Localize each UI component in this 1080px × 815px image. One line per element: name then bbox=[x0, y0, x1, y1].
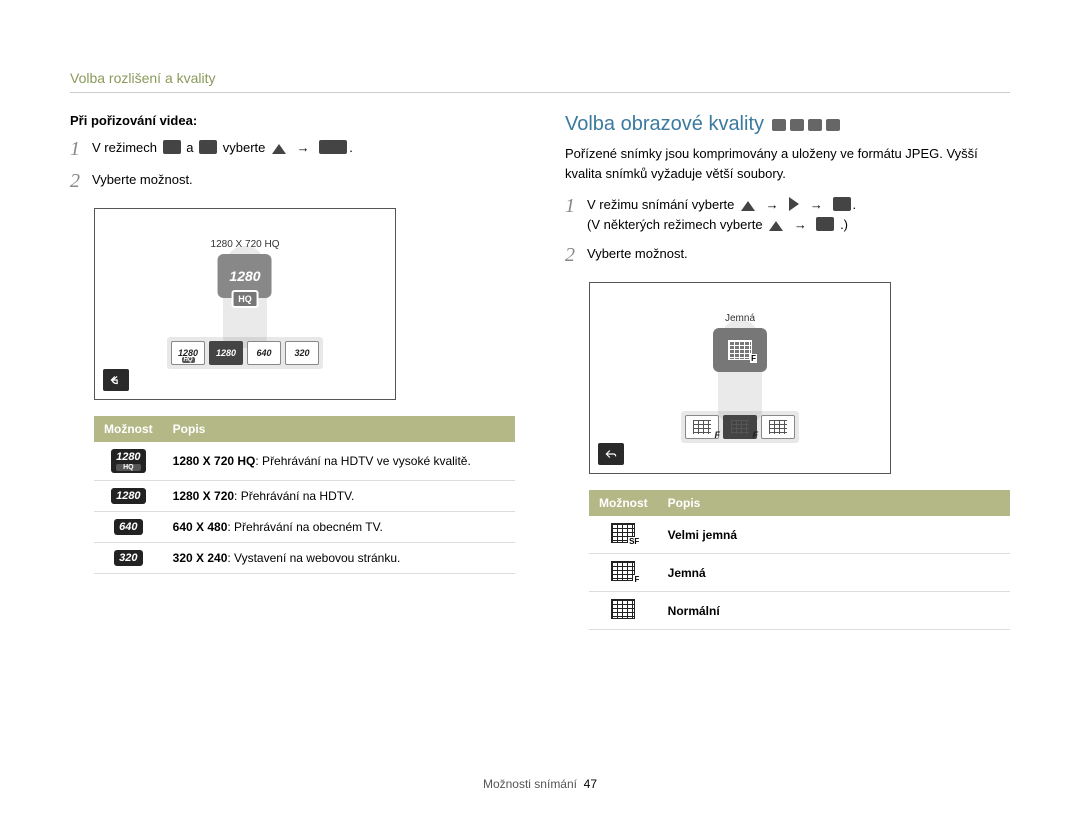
resolution-icon bbox=[319, 140, 347, 154]
table-row: 640 640 X 480: Přehrávání na obecném TV. bbox=[94, 512, 515, 543]
table-row: 1280HQ 1280 X 720 HQ: Přehrávání na HDTV… bbox=[94, 442, 515, 481]
right-icon bbox=[789, 197, 799, 211]
selected-quality-badge bbox=[713, 328, 767, 372]
screenshot-label: Jemná bbox=[713, 313, 767, 324]
normal-icon bbox=[611, 599, 635, 619]
video-resolution-screenshot: 1280 X 720 HQ 1280 HQ 1280HQ 1280 640 32… bbox=[94, 208, 396, 400]
page-footer: Možnosti snímání 47 bbox=[0, 777, 1080, 791]
right-step-2: 2 Vyberte možnost. bbox=[565, 244, 1010, 266]
col-option: Možnost bbox=[589, 490, 658, 516]
resolution-thumbnails: 1280HQ 1280 640 320 bbox=[167, 337, 323, 369]
left-column: Při pořizování videa: 1 V režimech a vyb… bbox=[70, 113, 515, 630]
thumb-640[interactable]: 640 bbox=[247, 341, 281, 365]
quality-icon bbox=[816, 217, 834, 231]
thumb-320[interactable]: 320 bbox=[285, 341, 319, 365]
col-description: Popis bbox=[658, 490, 1010, 516]
quality-thumbnails bbox=[681, 411, 799, 443]
table-row: Normální bbox=[589, 592, 1010, 630]
left-step-2: 2 Vyberte možnost. bbox=[70, 170, 515, 192]
quality-options-table: Možnost Popis Velmi jemná Jemná Normální bbox=[589, 490, 1010, 630]
table-row: 320 320 X 240: Vystavení na webovou strá… bbox=[94, 543, 515, 574]
mode-icon bbox=[808, 119, 822, 131]
quality-section-title: Volba obrazové kvality bbox=[565, 113, 1010, 136]
quality-screenshot: Jemná bbox=[589, 282, 891, 474]
selected-resolution-badge: 1280 HQ bbox=[218, 254, 272, 298]
up-icon bbox=[741, 201, 755, 211]
thumb-normal[interactable] bbox=[761, 415, 795, 439]
superfine-icon bbox=[611, 523, 635, 543]
thumb-1280hq[interactable]: 1280HQ bbox=[171, 341, 205, 365]
mode-icon bbox=[826, 119, 840, 131]
table-row: 1280 1280 X 720: Přehrávání na HDTV. bbox=[94, 481, 515, 512]
video-subhead: Při pořizování videa: bbox=[70, 113, 515, 128]
thumb-superfine[interactable] bbox=[685, 415, 719, 439]
table-row: Jemná bbox=[589, 554, 1010, 592]
col-description: Popis bbox=[163, 416, 515, 442]
mode-icon bbox=[163, 140, 181, 154]
thumb-1280[interactable]: 1280 bbox=[209, 341, 243, 365]
quality-intro: Pořízené snímky jsou komprimovány a ulož… bbox=[565, 144, 1010, 183]
right-step-1: 1 V režimu snímání vyberte → → . (V někt… bbox=[565, 195, 1010, 234]
mode-icon bbox=[790, 119, 804, 131]
up-icon bbox=[769, 221, 783, 231]
col-option: Možnost bbox=[94, 416, 163, 442]
quality-icon bbox=[833, 197, 851, 211]
fine-icon bbox=[611, 561, 635, 581]
up-icon bbox=[272, 144, 286, 154]
screenshot-label: 1280 X 720 HQ bbox=[211, 239, 280, 250]
thumb-fine[interactable] bbox=[723, 415, 757, 439]
page-header: Volba rozlišení a kvality bbox=[70, 70, 1010, 93]
left-step-1: 1 V režimech a vyberte → . bbox=[70, 138, 515, 160]
video-options-table: Možnost Popis 1280HQ 1280 X 720 HQ: Přeh… bbox=[94, 416, 515, 574]
back-button[interactable] bbox=[598, 443, 624, 465]
mode-icon bbox=[199, 140, 217, 154]
back-button[interactable] bbox=[103, 369, 129, 391]
right-column: Volba obrazové kvality Pořízené snímky j… bbox=[565, 113, 1010, 630]
table-row: Velmi jemná bbox=[589, 516, 1010, 554]
mode-icon bbox=[772, 119, 786, 131]
